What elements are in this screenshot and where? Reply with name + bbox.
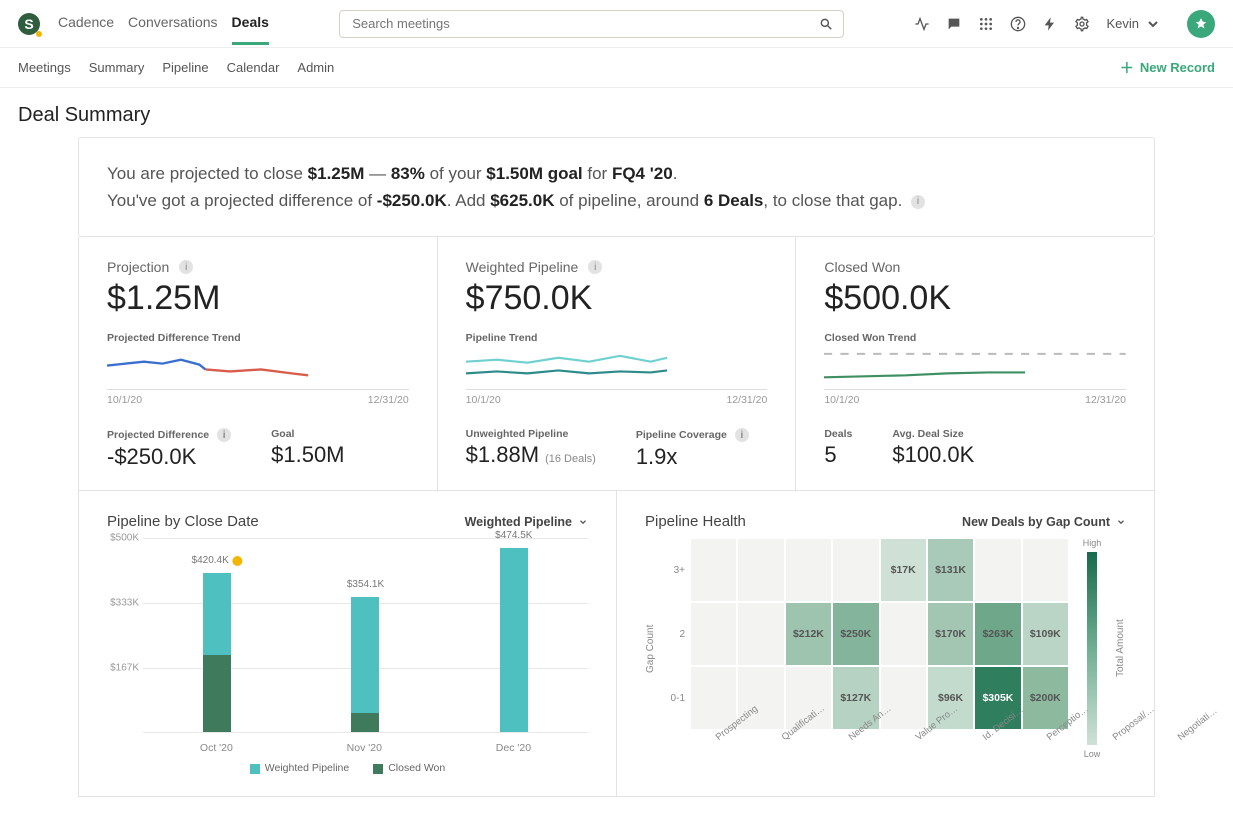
- kpi-label: Closed Won: [824, 259, 1126, 275]
- subnav-admin[interactable]: Admin: [297, 60, 334, 75]
- nav-deals[interactable]: Deals: [232, 2, 269, 45]
- launch-button[interactable]: [1187, 10, 1215, 38]
- info-icon[interactable]: i: [217, 428, 231, 442]
- nav-conversations[interactable]: Conversations: [128, 2, 218, 45]
- subnav-summary[interactable]: Summary: [89, 60, 145, 75]
- page-title: Deal Summary: [0, 88, 1233, 137]
- kpi-label: Weighted Pipeline: [466, 259, 579, 275]
- insight-line-2: You've got a projected difference of -$2…: [107, 187, 1126, 214]
- spark-title: Closed Won Trend: [824, 332, 1126, 344]
- panel-title: Pipeline by Close Date: [107, 513, 259, 530]
- plus-icon: ＋: [1120, 58, 1134, 78]
- kpi-value: $500.0K: [824, 279, 1126, 318]
- sub-deal-count: Deals 5: [824, 428, 852, 468]
- kpi-projection: Projection i $1.25M Projected Difference …: [79, 237, 438, 490]
- lower-panels: Pipeline by Close Date Weighted Pipeline…: [78, 491, 1155, 797]
- heatmap-grid: 3+$17K$131K2$212K$250K$170K$263K$109K0-1…: [666, 538, 1069, 759]
- kpi-won: Closed Won $500.0K Closed Won Trend 10/1…: [796, 237, 1154, 490]
- bolt-icon[interactable]: [1042, 16, 1058, 32]
- sub-bar: Meetings Summary Pipeline Calendar Admin…: [0, 48, 1233, 88]
- info-icon[interactable]: i: [179, 260, 193, 274]
- sub-coverage: Pipeline Coveragei 1.9x: [636, 428, 749, 470]
- spark-projection: [107, 348, 409, 390]
- sub-unweighted: Unweighted Pipeline $1.88M(16 Deals): [466, 428, 596, 470]
- user-name: Kevin: [1106, 16, 1139, 31]
- top-icons: Kevin: [914, 10, 1215, 38]
- new-record-button[interactable]: ＋ New Record: [1120, 58, 1215, 78]
- heat-y-axis-label: Gap Count: [645, 538, 656, 759]
- chevron-down-icon: [578, 517, 588, 527]
- new-record-label: New Record: [1140, 60, 1215, 75]
- help-icon[interactable]: [1010, 16, 1026, 32]
- kpi-band: Projection i $1.25M Projected Difference …: [78, 237, 1155, 491]
- primary-nav: Cadence Conversations Deals: [58, 2, 269, 45]
- bar-legend: Weighted Pipeline Closed Won: [107, 762, 588, 774]
- spark-pipeline: [466, 348, 768, 390]
- apps-icon[interactable]: [978, 16, 994, 32]
- chevron-down-icon: [1145, 16, 1161, 32]
- rocket-icon: [1194, 17, 1208, 31]
- insight-line-1: You are projected to close $1.25M — 83% …: [107, 160, 1126, 187]
- app-logo[interactable]: S: [18, 13, 40, 35]
- chevron-down-icon: [1116, 517, 1126, 527]
- kpi-value: $1.25M: [107, 279, 409, 318]
- spark-title: Pipeline Trend: [466, 332, 768, 344]
- panel-title: Pipeline Health: [645, 513, 746, 530]
- user-menu[interactable]: Kevin: [1106, 16, 1161, 32]
- spark-won: [824, 348, 1126, 390]
- panel-pipeline-health: Pipeline Health New Deals by Gap Count G…: [617, 491, 1154, 796]
- kpi-label: Projection: [107, 259, 169, 275]
- info-icon[interactable]: i: [735, 428, 749, 442]
- chat-icon[interactable]: [946, 16, 962, 32]
- kpi-pipeline: Weighted Pipeline i $750.0K Pipeline Tren…: [438, 237, 797, 490]
- top-bar: S Cadence Conversations Deals Kevin: [0, 0, 1233, 48]
- sub-projected-diff: Projected Differencei -$250.0K: [107, 428, 231, 470]
- nav-cadence[interactable]: Cadence: [58, 2, 114, 45]
- panel-pipeline-by-close: Pipeline by Close Date Weighted Pipeline…: [79, 491, 617, 796]
- sub-nav: Meetings Summary Pipeline Calendar Admin: [18, 60, 334, 75]
- search-input[interactable]: [350, 15, 819, 32]
- subnav-pipeline[interactable]: Pipeline: [162, 60, 208, 75]
- search-box[interactable]: [339, 10, 844, 38]
- subnav-meetings[interactable]: Meetings: [18, 60, 71, 75]
- info-icon[interactable]: i: [588, 260, 602, 274]
- sub-goal: Goal $1.50M: [271, 428, 344, 470]
- panel-select[interactable]: New Deals by Gap Count: [962, 515, 1126, 529]
- activity-icon[interactable]: [914, 16, 930, 32]
- sub-avg-deal: Avg. Deal Size $100.0K: [892, 428, 974, 468]
- search-icon: [819, 17, 833, 31]
- kpi-value: $750.0K: [466, 279, 768, 318]
- panel-select[interactable]: Weighted Pipeline: [465, 515, 588, 529]
- settings-icon[interactable]: [1074, 16, 1090, 32]
- insight-card: You are projected to close $1.25M — 83% …: [78, 137, 1155, 237]
- info-icon[interactable]: i: [911, 195, 925, 209]
- bar-chart: $500K$333K$167K $420.4K$354.1K$474.5K Oc…: [107, 538, 588, 758]
- subnav-calendar[interactable]: Calendar: [227, 60, 280, 75]
- heat-side-label: Total Amount: [1115, 538, 1126, 759]
- spark-title: Projected Difference Trend: [107, 332, 409, 344]
